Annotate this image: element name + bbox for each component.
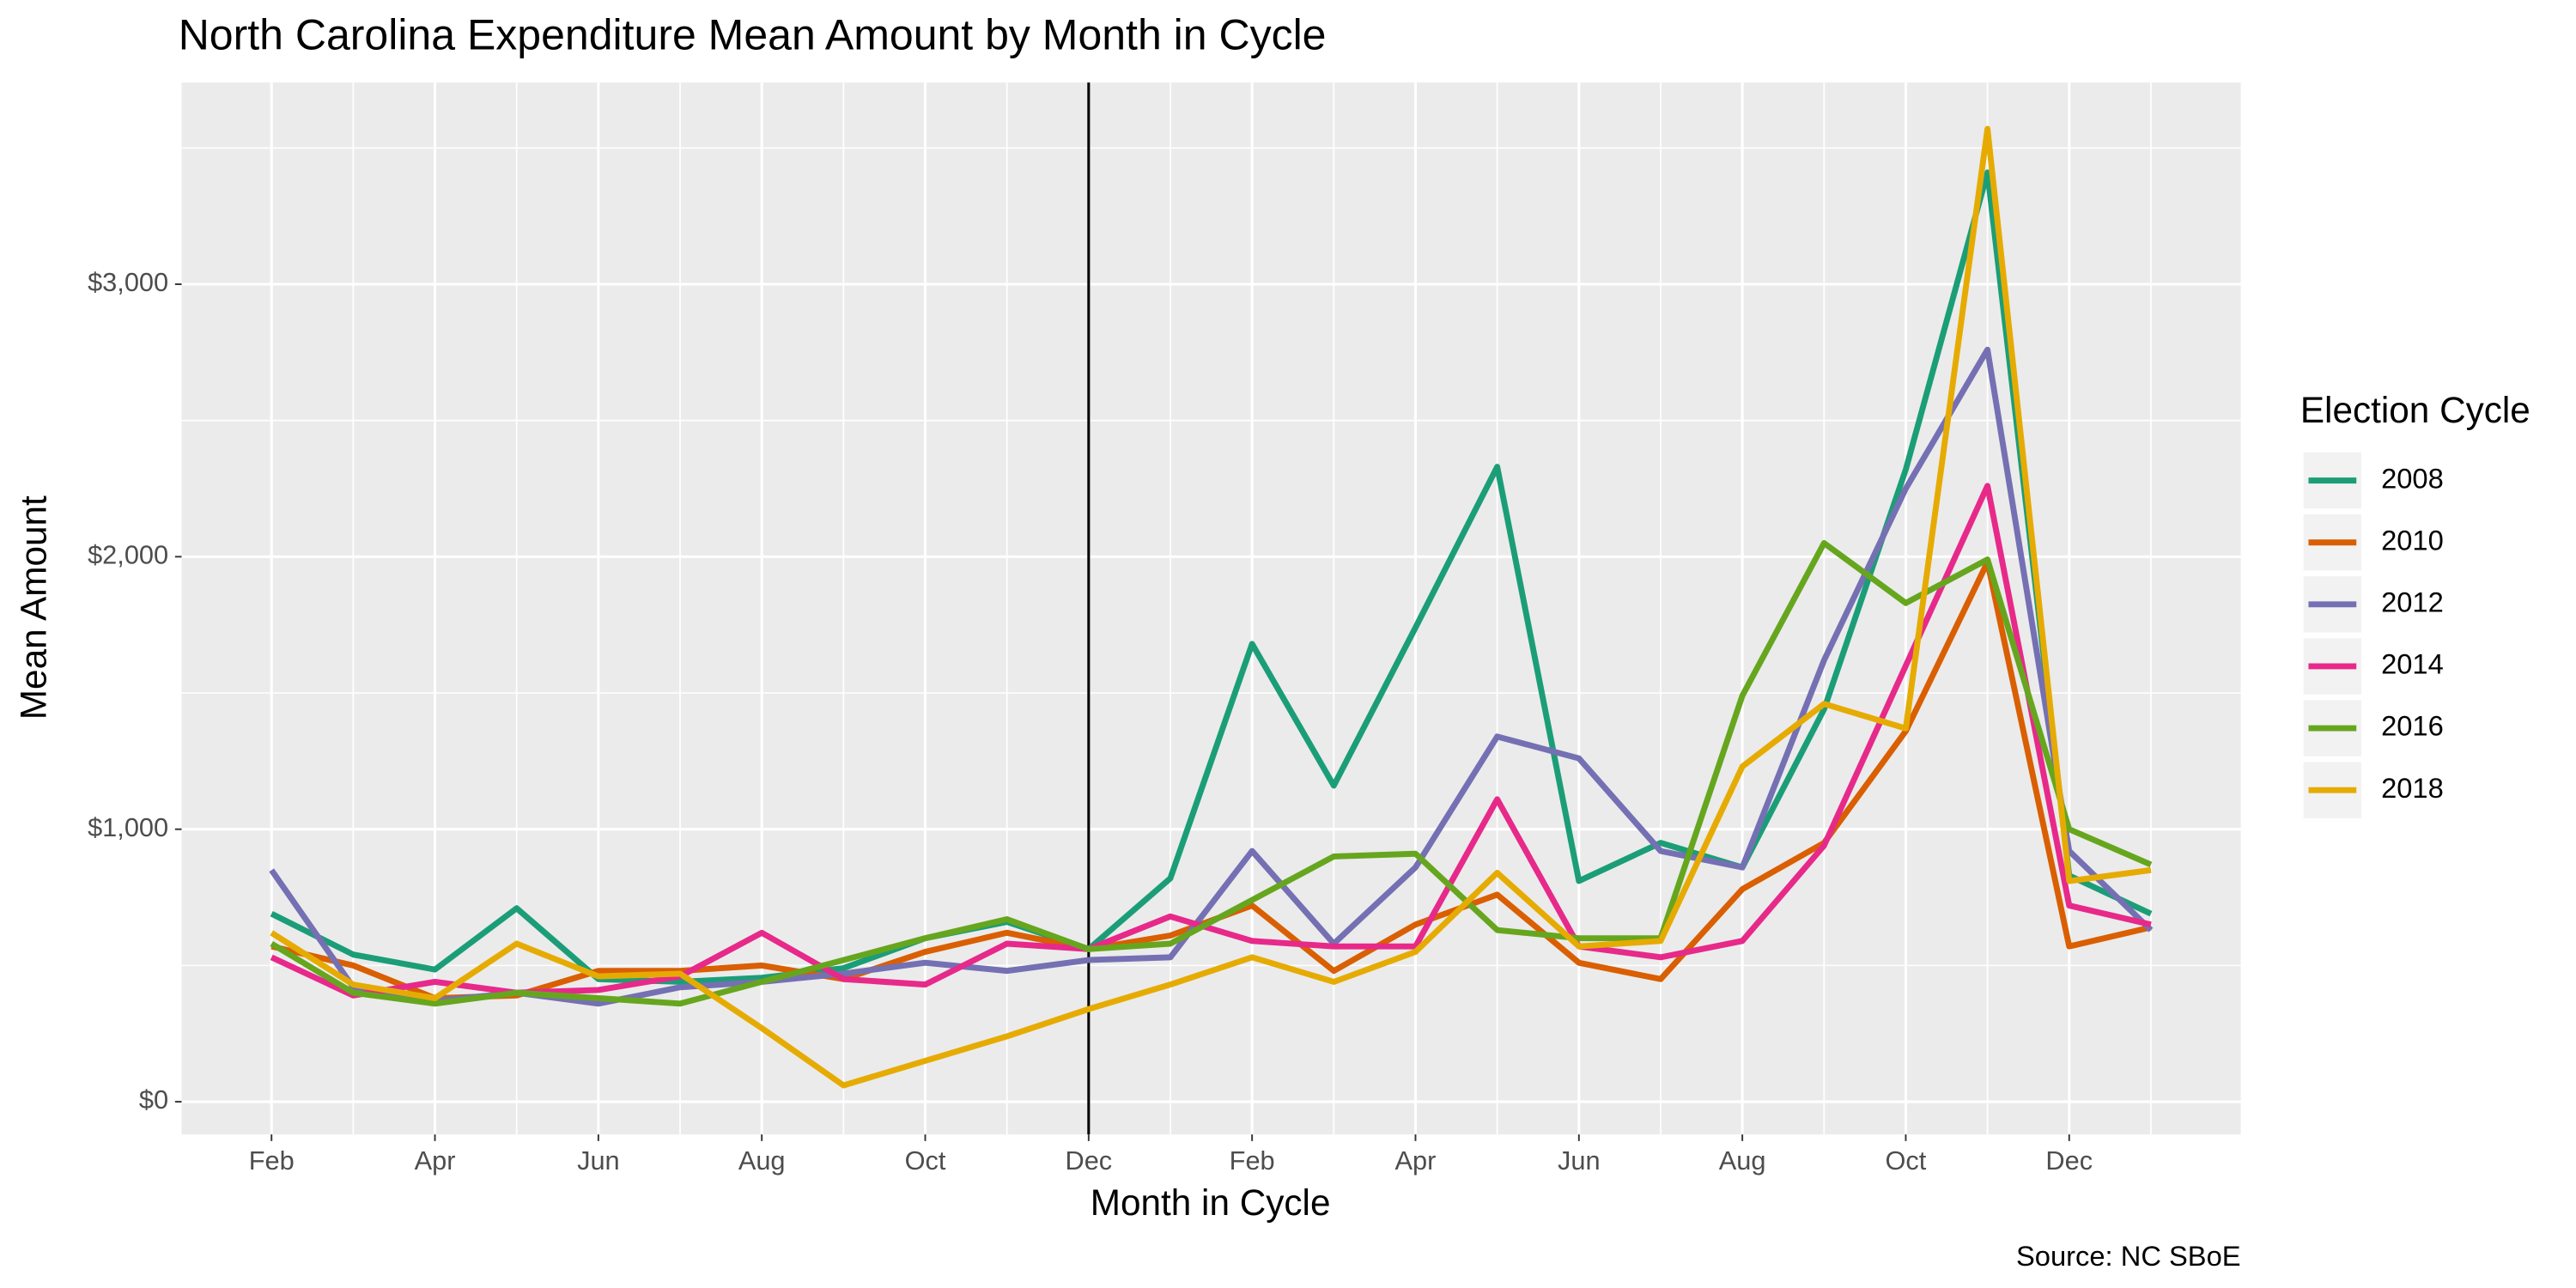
legend-label: 2018 [2381,772,2444,804]
legend-title: Election Cycle [2300,390,2530,430]
legend-label: 2008 [2381,462,2444,494]
x-tick-label: Feb [1230,1145,1275,1176]
legend-label: 2010 [2381,524,2444,556]
x-tick-label: Oct [905,1145,946,1176]
x-axis-label: Month in Cycle [1091,1182,1331,1223]
legend-label: 2014 [2381,648,2444,680]
legend-label: 2016 [2381,710,2444,742]
x-tick-label: Apr [415,1145,456,1176]
legend-label: 2012 [2381,586,2444,617]
y-axis-label: Mean Amount [13,495,53,720]
x-tick-label: Dec [1065,1145,1112,1176]
series-line [270,169,2153,985]
x-tick-label: Jun [1558,1145,1601,1176]
y-tick-label: $1,000 [88,812,168,842]
x-tick-label: Feb [249,1145,295,1176]
x-tick-label: Apr [1395,1145,1437,1176]
series-line [270,483,2152,999]
caption: Source: NC SBoE [2016,1240,2241,1272]
y-tick-label: $0 [139,1084,168,1115]
series-line [270,540,2153,1007]
series-line [269,346,2154,1007]
plot-panel [181,82,2241,1135]
chart-title: North Carolina Expenditure Mean Amount b… [179,10,1327,58]
x-tick-label: Aug [1719,1145,1766,1176]
series-line [270,125,2152,1089]
x-tick-label: Dec [2045,1145,2093,1176]
x-tick-label: Oct [1886,1145,1927,1176]
y-tick-label: $3,000 [88,267,168,297]
y-tick-label: $2,000 [88,539,168,569]
x-tick-label: Aug [738,1145,786,1176]
x-tick-label: Jun [577,1145,620,1176]
